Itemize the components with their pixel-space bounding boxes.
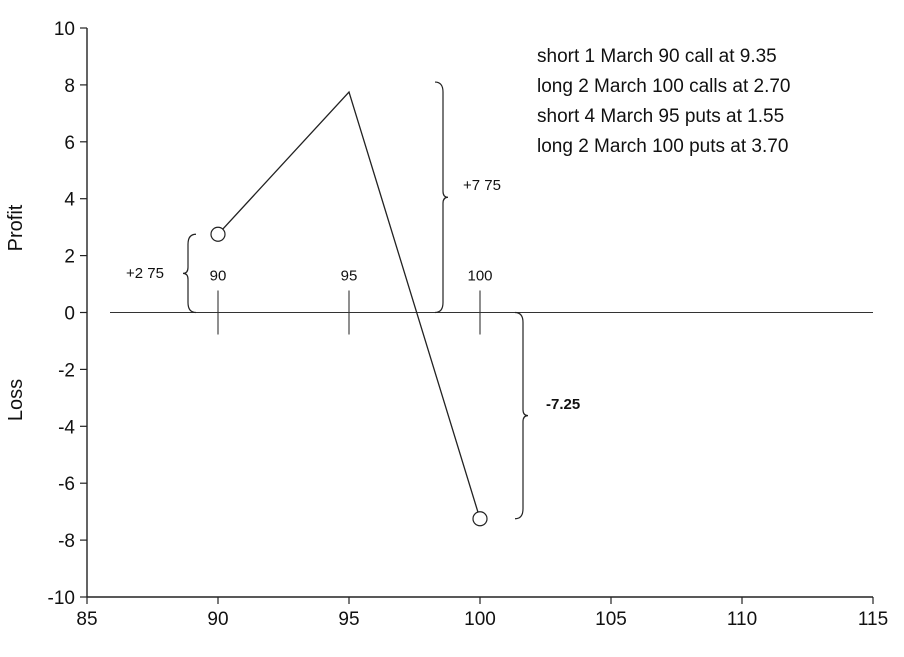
x-tick-label: 115	[858, 609, 888, 630]
x-tick-label: 105	[595, 609, 627, 630]
axes: -10 -8 -6 -4 -2 0 2 4 6 8 10 85 90 95 100 105 110 115	[48, 19, 889, 630]
x-tick-label: 100	[464, 609, 496, 630]
y-tick-label: -6	[58, 474, 75, 495]
x-tick-label: 95	[338, 609, 359, 630]
brace-middle	[434, 81, 449, 314]
brace-left	[182, 233, 197, 314]
y-tick-label: -10	[48, 588, 75, 609]
y-tick-label: 8	[64, 76, 75, 97]
payoff-line	[217, 90, 481, 519]
endpoint-marker	[472, 511, 488, 527]
annotation-middle: +7 75	[463, 177, 501, 194]
ylabel-profit: Profit	[5, 204, 27, 251]
zero-line-label: 95	[341, 268, 358, 285]
legend-line: short 4 March 95 puts at 1.55	[537, 106, 784, 127]
x-tick-label: 85	[76, 609, 97, 630]
y-tick-label: -8	[58, 531, 75, 552]
legend-text: short 1 March 90 call at 9.35 long 2 Mar…	[537, 46, 791, 157]
x-tick-label: 110	[727, 609, 757, 630]
x-tick-label: 90	[207, 609, 228, 630]
y-tick-label: 2	[64, 247, 75, 268]
y-tick-label: -2	[58, 360, 75, 381]
zero-line-group: 90 95 100	[110, 268, 873, 335]
legend-line: short 1 March 90 call at 9.35	[537, 46, 777, 67]
annotation-left: +2 75	[126, 265, 164, 282]
series-group	[210, 90, 488, 527]
ylabel-loss: Loss	[5, 379, 27, 421]
y-tick-label: 4	[64, 190, 75, 211]
y-tick-label: 0	[64, 304, 75, 325]
legend-line: long 2 March 100 puts at 3.70	[537, 136, 788, 157]
y-tick-label: 6	[64, 133, 75, 154]
endpoint-marker	[210, 226, 226, 242]
y-tick-label: 10	[54, 19, 75, 40]
annotations	[182, 81, 529, 520]
legend-line: long 2 March 100 calls at 2.70	[537, 76, 791, 97]
annotation-right: -7.25	[546, 396, 580, 413]
zero-line-label: 100	[467, 268, 492, 285]
brace-right	[514, 311, 529, 520]
zero-line-label: 90	[210, 268, 227, 285]
y-tick-label: -4	[58, 417, 75, 438]
